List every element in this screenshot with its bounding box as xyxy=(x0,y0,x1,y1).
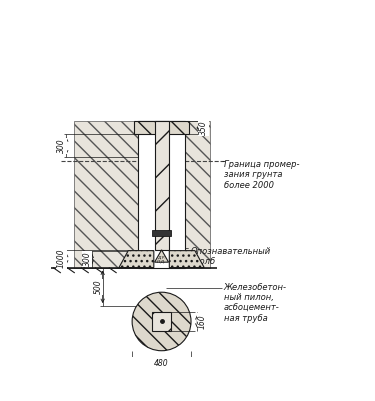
Bar xyxy=(185,121,210,267)
Bar xyxy=(152,312,171,331)
Bar xyxy=(74,121,138,267)
Text: Граница промер-
зания грунта
более 2000: Граница промер- зания грунта более 2000 xyxy=(224,160,299,190)
Bar xyxy=(134,121,189,134)
Bar xyxy=(185,121,210,267)
Text: 300: 300 xyxy=(57,139,66,153)
Text: 500: 500 xyxy=(93,279,102,294)
Bar xyxy=(134,121,189,134)
Text: 1000: 1000 xyxy=(57,249,66,268)
Bar xyxy=(138,121,185,267)
Text: 350: 350 xyxy=(199,121,208,135)
Polygon shape xyxy=(154,250,168,262)
Polygon shape xyxy=(170,251,204,267)
Bar xyxy=(154,121,168,250)
Text: Железобетон-
ный пилон,
асбоцемент-
ная труба: Железобетон- ный пилон, асбоцемент- ная … xyxy=(224,283,286,323)
Polygon shape xyxy=(119,251,154,267)
Text: 480: 480 xyxy=(154,359,169,369)
Text: Опознавательный
столб: Опознавательный столб xyxy=(190,247,270,266)
Bar xyxy=(74,121,138,267)
Text: 300: 300 xyxy=(82,252,92,266)
Text: 160: 160 xyxy=(197,314,206,329)
Text: Д.Р.
П.Д.: Д.Р. П.Д. xyxy=(157,255,166,264)
Bar xyxy=(152,230,171,236)
Circle shape xyxy=(132,292,191,351)
